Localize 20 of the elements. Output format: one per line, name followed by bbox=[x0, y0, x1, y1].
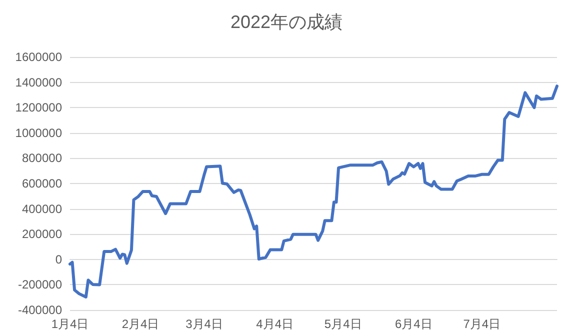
x-tick-label: 7月4日 bbox=[463, 317, 501, 330]
x-tick-label: 5月4日 bbox=[324, 317, 362, 330]
line-series bbox=[68, 84, 558, 298]
y-tick-label: 1200000 bbox=[15, 100, 62, 115]
y-tick-label: 1400000 bbox=[15, 75, 62, 90]
y-tick-label: 400000 bbox=[22, 202, 62, 216]
y-tick-label: -400000 bbox=[18, 303, 62, 317]
x-tick-label: 2月4日 bbox=[122, 317, 160, 330]
y-tick-label: -200000 bbox=[18, 278, 62, 292]
y-tick-label: 600000 bbox=[22, 176, 62, 190]
x-tick-label: 3月4日 bbox=[186, 317, 223, 330]
y-tick-label: 200000 bbox=[22, 227, 62, 242]
chart-title: 2022年の成績 bbox=[230, 12, 343, 32]
y-tick-label: 1000000 bbox=[15, 126, 62, 140]
y-tick-label: 1600000 bbox=[15, 50, 62, 64]
x-tick-label: 1月4日 bbox=[51, 317, 89, 330]
x-tick-label: 6月4日 bbox=[394, 317, 432, 330]
x-tick-label: 4月4日 bbox=[256, 317, 294, 330]
y-tick-label: 800000 bbox=[22, 151, 62, 166]
y-tick-label: 0 bbox=[55, 252, 62, 266]
